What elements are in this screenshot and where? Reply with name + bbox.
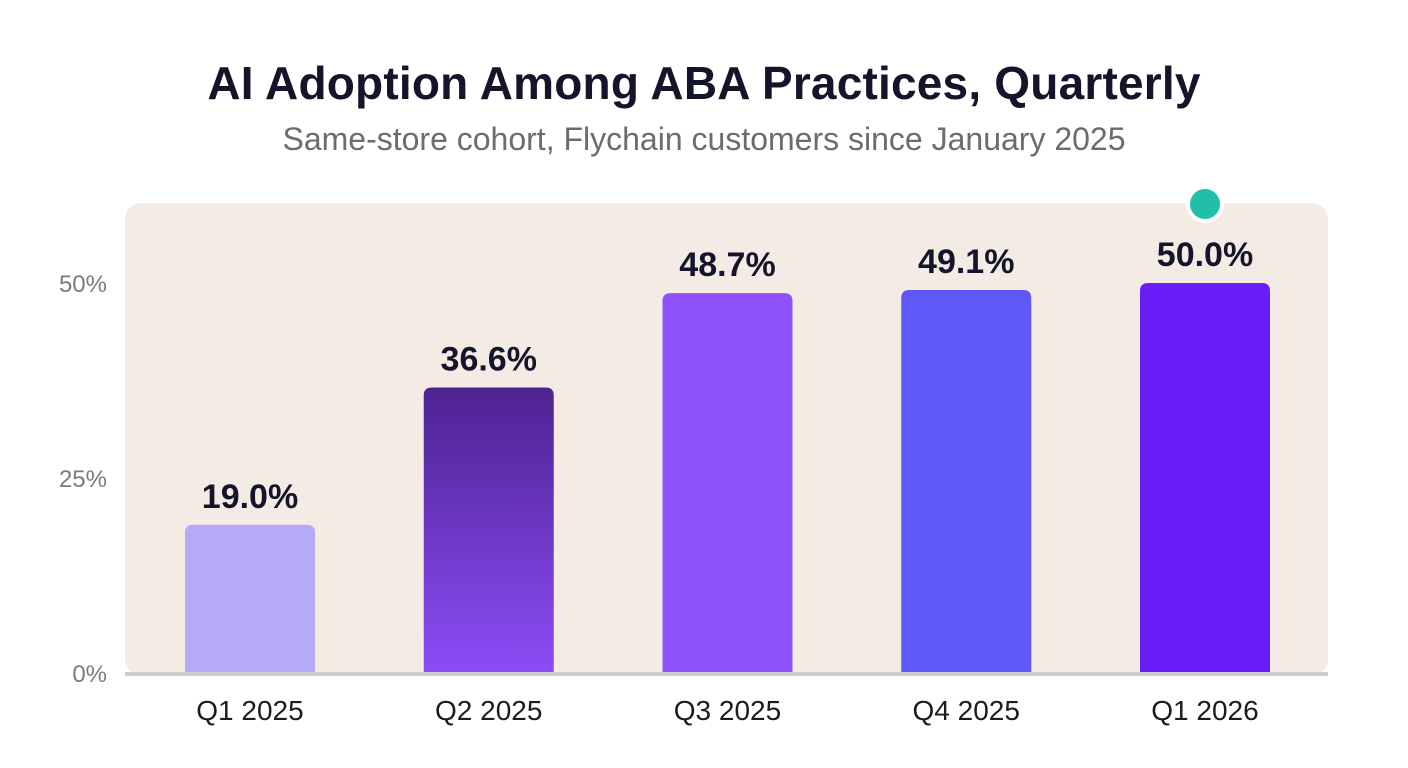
- data-label: 49.1%: [918, 243, 1014, 281]
- bar-q2-2025: [423, 387, 554, 673]
- data-label: 19.0%: [202, 478, 298, 516]
- chart-subtitle: Same-store cohort, Flychain customers si…: [282, 121, 1126, 157]
- data-label: 36.6%: [441, 341, 537, 379]
- data-label: 48.7%: [679, 246, 775, 284]
- y-tick-label: 50%: [59, 271, 107, 298]
- category-label: Q4 2025: [913, 695, 1020, 726]
- y-tick-label: 0%: [72, 661, 107, 688]
- bar-q1-2026: [1140, 283, 1270, 673]
- marker-layer: [1186, 185, 1224, 223]
- category-label: Q1 2026: [1151, 695, 1258, 726]
- y-tick-label: 25%: [59, 466, 107, 493]
- chart-title: AI Adoption Among ABA Practices, Quarter…: [207, 57, 1201, 109]
- highlight-marker: [1190, 189, 1220, 219]
- category-label: Q3 2025: [674, 695, 781, 726]
- x-axis-categories: Q1 2025 Q2 2025 Q3 2025 Q4 2025 Q1 2026: [196, 695, 1258, 726]
- category-label: Q1 2025: [196, 695, 303, 726]
- bar-q4-2025: [901, 290, 1032, 673]
- bar-q3-2025: [662, 293, 793, 673]
- bar-q1-2025: [185, 524, 315, 673]
- labels-layer: 19.0% 36.6% 48.7% 49.1% 50.0%: [202, 236, 1253, 516]
- category-label: Q2 2025: [435, 695, 542, 726]
- bars-layer: [185, 283, 1270, 673]
- data-label: 50.0%: [1157, 236, 1253, 274]
- y-axis-ticks: 0% 25% 50%: [59, 271, 107, 688]
